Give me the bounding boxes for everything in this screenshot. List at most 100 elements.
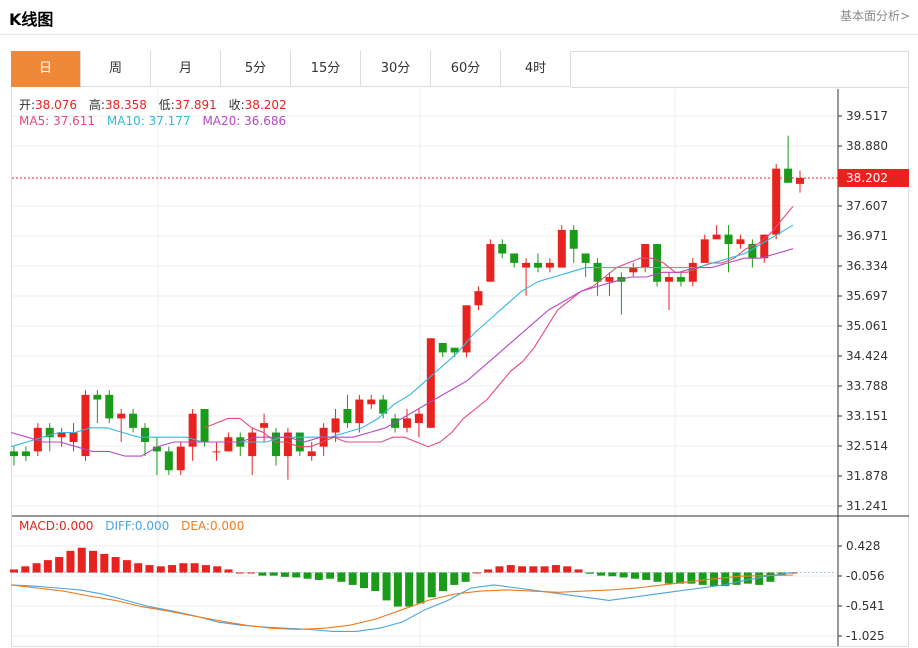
candle-body (176, 446, 185, 471)
macd-bar (179, 563, 188, 573)
candle-body (212, 451, 221, 453)
macd-bar (597, 572, 606, 576)
macd-bar (766, 572, 775, 582)
tab-30min[interactable]: 30分 (361, 51, 431, 87)
macd-bar (743, 572, 752, 584)
candle-body (248, 432, 257, 457)
macd-bar (495, 566, 504, 573)
candle-body (307, 451, 316, 457)
macd-bar (563, 566, 572, 573)
candle-body (69, 432, 78, 442)
candle-body (724, 234, 733, 245)
macd-bar (698, 572, 707, 585)
diff-label: DIFF: (105, 519, 135, 533)
tab-month[interactable]: 月 (151, 51, 221, 87)
macd-info: MACD:0.000 DIFF:0.000 DEA:0.000 (19, 519, 252, 533)
ma10-label: MA10: (106, 114, 145, 128)
macd-bar (100, 553, 109, 573)
candle-body (164, 451, 173, 471)
candle-body (200, 408, 209, 442)
candle-body (367, 399, 376, 405)
high-label: 高: (88, 98, 105, 112)
macd-bar (687, 572, 696, 584)
candle-body (605, 277, 614, 282)
candle-body (224, 437, 233, 452)
candle-body (93, 394, 102, 400)
close-value: 38.202 (244, 98, 287, 112)
candle-body (117, 413, 126, 419)
macd-bar (405, 572, 414, 607)
candle-body (272, 432, 280, 457)
candle-body (784, 168, 793, 183)
macd-bar (529, 566, 538, 573)
candle-body (498, 244, 507, 254)
price-tick-label: 31.878 (846, 469, 888, 483)
macd-bar (630, 572, 639, 579)
ma20-label: MA20: (202, 114, 241, 128)
candle-body (403, 418, 411, 428)
candle-body (152, 446, 161, 452)
tab-5min[interactable]: 5分 (221, 51, 291, 87)
ma-info: MA5: 37.611 MA10: 37.177 MA20: 36.686 (19, 114, 294, 128)
candle-body (736, 239, 745, 245)
macd-bar (472, 572, 481, 574)
macd-value: 0.000 (59, 519, 94, 533)
fundamental-analysis-link[interactable]: 基本面分析> (839, 9, 910, 23)
macd-bar (484, 569, 493, 573)
tab-week[interactable]: 周 (81, 51, 151, 87)
price-tick-label: 32.514 (846, 439, 888, 453)
candle-body (45, 427, 54, 438)
macd-bar (721, 572, 730, 587)
candle-body (188, 413, 197, 447)
price-tick-label: 34.424 (846, 349, 888, 363)
candle-body (129, 413, 138, 428)
tab-15min[interactable]: 15分 (291, 51, 361, 87)
candle-body (796, 177, 804, 184)
macd-bar (145, 565, 154, 573)
macd-bar (303, 572, 312, 579)
macd-bar (732, 572, 741, 585)
tab-day[interactable]: 日 (11, 51, 81, 87)
macd-bar (608, 572, 617, 577)
ma5-line (204, 205, 794, 448)
macd-bar (258, 572, 267, 576)
low-label: 低: (158, 98, 175, 112)
tab-bar-border (571, 87, 909, 88)
macd-bar (292, 572, 301, 578)
candle-body (81, 394, 90, 457)
candle-body (426, 338, 435, 428)
tab-4hour[interactable]: 4时 (501, 51, 571, 87)
macd-bar (450, 572, 459, 585)
macd-bar (337, 572, 346, 582)
price-tick-label: 36.334 (846, 259, 888, 273)
candle-body (510, 253, 519, 263)
ma20-value: 36.686 (244, 114, 287, 128)
candle-body (414, 413, 423, 424)
candle-body (641, 244, 650, 268)
candle-body (462, 305, 471, 353)
macd-bar (506, 565, 515, 573)
macd-bar (190, 563, 199, 573)
macd-bar (574, 569, 583, 573)
macd-bar (314, 572, 323, 580)
macd-bar (642, 572, 651, 580)
macd-bar (619, 572, 628, 578)
tab-60min[interactable]: 60分 (431, 51, 501, 87)
last-price-label: 38.202 (846, 171, 888, 185)
candle-body (355, 399, 364, 424)
macd-bar (551, 565, 560, 573)
macd-bar (122, 560, 131, 573)
macd-bar (134, 563, 143, 573)
candle-body (379, 399, 388, 414)
candle-body (33, 427, 42, 452)
diff-value: 0.000 (134, 519, 170, 533)
macd-tick-label: -0.541 (846, 599, 885, 613)
candle-body (295, 432, 304, 452)
candle-body (522, 262, 531, 268)
macd-bar (269, 572, 278, 576)
macd-bar (393, 572, 402, 607)
macd-bar (55, 557, 64, 573)
macd-bar (439, 572, 448, 592)
last-price-badge (838, 168, 909, 187)
